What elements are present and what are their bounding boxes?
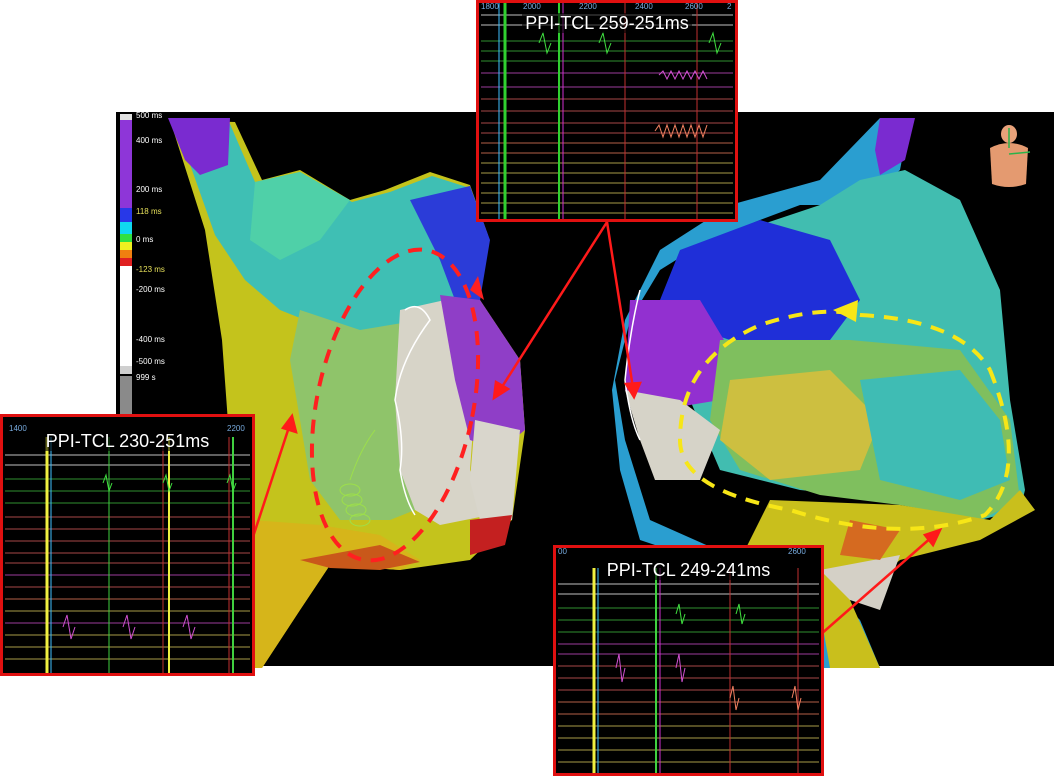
scale-blue-band — [120, 208, 132, 222]
scale-label: 200 ms — [136, 185, 163, 194]
scale-red-band — [120, 258, 132, 266]
egm-panel-left[interactable]: 1400 2200 PPI-TCL 230-251ms — [0, 414, 255, 676]
scale-label: -123 ms — [136, 265, 165, 274]
torso-orientation-icon[interactable] — [986, 124, 1032, 190]
ablation-catheter-icon — [339, 429, 376, 527]
left-block-line — [394, 305, 431, 516]
panel-title: PPI-TCL 259-251ms — [479, 13, 735, 34]
scale-label: -500 ms — [136, 357, 165, 366]
egm-traces-top — [481, 3, 733, 219]
time-ruler: 1800 2000 2200 2400 2600 2 — [479, 3, 735, 11]
panel-title: PPI-TCL 249-241ms — [556, 560, 821, 581]
scale-orange-band — [120, 250, 132, 258]
scale-yellow-band — [120, 242, 132, 250]
scale-white-band — [120, 266, 132, 366]
panel-title: PPI-TCL 230-251ms — [3, 431, 252, 452]
scale-bottom-handle-icon[interactable] — [120, 366, 132, 374]
right-anatomy-shell — [612, 118, 1035, 668]
scale-cyan-band — [120, 222, 132, 234]
ruler-tick: 2200 — [579, 2, 597, 11]
left-loop-arrowhead-icon — [470, 276, 484, 300]
left-reentry-loop — [309, 247, 481, 563]
scale-purple-band — [120, 120, 132, 208]
ruler-tick: 2 — [727, 2, 732, 11]
ruler-tick: 1400 — [9, 424, 27, 433]
ruler-tick: 2600 — [685, 2, 703, 11]
ruler-tick: 2200 — [227, 424, 245, 433]
egm-traces-bottom — [558, 568, 819, 773]
scale-top-handle-icon[interactable] — [120, 114, 132, 120]
scale-label: 0 ms — [136, 235, 154, 244]
right-reentry-loop — [677, 309, 1011, 531]
ruler-tick: 2600 — [788, 547, 806, 556]
ruler-tick: 00 — [558, 547, 567, 556]
ruler-tick: 2400 — [635, 2, 653, 11]
scale-label: 118 ms — [136, 207, 162, 216]
connector-arrows — [250, 221, 943, 636]
right-block-line — [624, 289, 641, 441]
scale-label: 999 s — [136, 373, 156, 382]
scale-label: -200 ms — [136, 285, 165, 294]
left-anatomy-shell — [168, 118, 525, 668]
right-loop-arrowhead-icon — [833, 300, 858, 322]
time-ruler: 1400 2200 — [3, 425, 252, 433]
egm-panel-top[interactable]: 1800 2000 2200 2400 2600 2 PPI-TCL 259-2… — [476, 0, 738, 222]
scale-label: 500 ms — [136, 111, 163, 120]
scale-gray-band — [120, 376, 132, 422]
ruler-tick: 2000 — [523, 2, 541, 11]
scale-label: 400 ms — [136, 136, 163, 145]
scale-green-band — [120, 234, 132, 242]
scale-label: -400 ms — [136, 335, 165, 344]
ruler-tick: 1800 — [481, 2, 499, 11]
egm-traces-left — [5, 437, 250, 673]
time-ruler: 00 2600 — [556, 548, 821, 556]
activation-color-scale: 500 ms 400 ms 200 ms 118 ms 0 ms -123 ms… — [116, 112, 176, 422]
egm-panel-bottom[interactable]: 00 2600 PPI-TCL 249-241ms — [553, 545, 824, 776]
